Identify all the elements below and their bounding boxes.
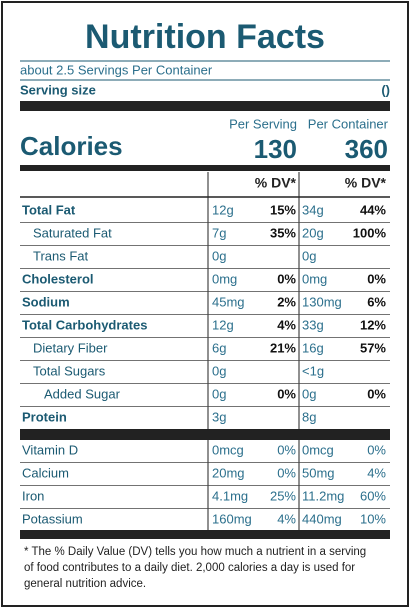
amount: 20g (302, 225, 324, 240)
nutrient-label: Cholesterol (22, 271, 94, 286)
amount: 4.1mg (212, 488, 248, 503)
daily-value: 21% (270, 340, 296, 355)
daily-value: 4% (367, 465, 386, 480)
daily-value: 0% (277, 386, 296, 401)
calories-container: 360 (345, 134, 388, 164)
amount: 0g (302, 386, 316, 401)
per-serving-label: Per Serving (229, 116, 297, 131)
amount: 20mg (212, 465, 245, 480)
amount: 0g (212, 363, 226, 378)
amount: 12g (212, 202, 234, 217)
nutrient-label: Sodium (22, 294, 70, 309)
thick-bar (20, 429, 390, 440)
daily-value: 10% (360, 511, 386, 526)
nutrient-label: Total Carbohydrates (22, 317, 147, 332)
daily-value: 0% (277, 271, 296, 286)
footnote: * The % Daily Value (DV) tells you how m… (24, 546, 366, 558)
nutrient-label: Calcium (22, 465, 69, 480)
daily-value: 4% (277, 511, 296, 526)
daily-value: 35% (270, 225, 296, 240)
daily-value: 0% (277, 442, 296, 457)
daily-value: 12% (360, 317, 386, 332)
daily-value: 6% (367, 294, 386, 309)
amount: 130mg (302, 294, 342, 309)
serving-size-label: Serving size (20, 82, 96, 97)
daily-value: 44% (360, 202, 386, 217)
serving-size-value: () (381, 82, 390, 97)
amount: 16g (302, 340, 324, 355)
servings: about 2.5 Servings Per Container (20, 62, 213, 77)
thick-bar (20, 101, 390, 111)
amount: 0mcg (212, 442, 244, 457)
amount: <1g (302, 363, 324, 378)
daily-value: 4% (277, 317, 296, 332)
amount: 0mcg (302, 442, 334, 457)
amount: 7g (212, 225, 226, 240)
amount: 11.2mg (302, 488, 344, 503)
nutrient-label: Saturated Fat (33, 225, 112, 240)
daily-value: 0% (277, 465, 296, 480)
nutrient-label: Potassium (22, 511, 83, 526)
daily-value: 0% (367, 271, 386, 286)
amount: 0g (212, 248, 226, 263)
nutrient-label: Total Fat (22, 202, 76, 217)
thick-bar (20, 530, 390, 539)
per-container-label: Per Container (308, 116, 389, 131)
amount: 8g (302, 409, 316, 424)
nutrient-label: Added Sugar (44, 386, 121, 401)
nutrient-label: Protein (22, 409, 67, 424)
amount: 12g (212, 317, 234, 332)
daily-value: 25% (270, 488, 296, 503)
dv-header: % DV* (345, 175, 387, 191)
amount: 3g (212, 409, 226, 424)
amount: 160mg (212, 511, 252, 526)
calories-serving: 130 (254, 134, 297, 164)
title: Nutrition Facts (85, 18, 325, 56)
daily-value: 15% (270, 202, 296, 217)
amount: 0g (212, 386, 226, 401)
amount: 50mg (302, 465, 335, 480)
footnote: general nutrition advice. (24, 578, 146, 590)
daily-value: 60% (360, 488, 386, 503)
amount: 0mg (212, 271, 237, 286)
thick-bar (20, 165, 390, 171)
amount: 34g (302, 202, 324, 217)
calories-label: Calories (20, 131, 123, 161)
footnote: of food contributes to a daily diet. 2,0… (24, 562, 355, 574)
nutrient-label: Iron (22, 488, 44, 503)
daily-value: 57% (360, 340, 386, 355)
amount: 45mg (212, 294, 245, 309)
amount: 33g (302, 317, 324, 332)
amount: 0g (302, 248, 316, 263)
nutrient-label: Trans Fat (33, 248, 89, 263)
amount: 6g (212, 340, 226, 355)
daily-value: 2% (277, 294, 296, 309)
nutrient-label: Total Sugars (33, 363, 106, 378)
amount: 0mg (302, 271, 327, 286)
amount: 440mg (302, 511, 342, 526)
nutrient-label: Dietary Fiber (33, 340, 108, 355)
daily-value: 0% (367, 386, 386, 401)
dv-header: % DV* (255, 175, 297, 191)
daily-value: 100% (353, 225, 387, 240)
daily-value: 0% (367, 442, 386, 457)
nutrient-label: Vitamin D (22, 442, 78, 457)
